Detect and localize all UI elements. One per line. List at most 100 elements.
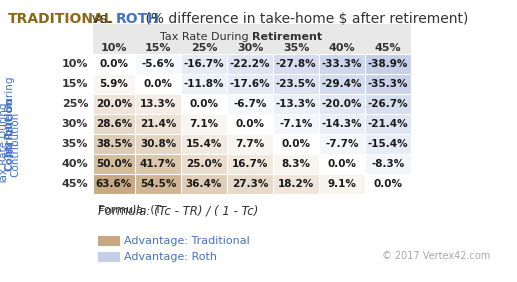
Text: 0.0%: 0.0% [190,99,219,109]
Text: 38.5%: 38.5% [96,139,132,149]
Text: 30%: 30% [62,119,88,129]
Text: 30.8%: 30.8% [140,139,176,149]
Text: TRADITIONAL: TRADITIONAL [8,12,114,26]
Text: -38.9%: -38.9% [368,59,408,69]
Text: Tax Rate During: Tax Rate During [5,77,15,159]
Text: -22.2%: -22.2% [230,59,270,69]
Text: -6.7%: -6.7% [233,99,267,109]
Bar [365,94,411,114]
Text: 40%: 40% [329,43,355,53]
Bar [319,94,365,114]
Bar [135,54,181,74]
Text: 28.6%: 28.6% [96,119,132,129]
Text: 54.5%: 54.5% [140,179,176,189]
Text: 45%: 45% [375,43,401,53]
Text: -14.3%: -14.3% [322,119,362,129]
Bar [227,94,273,114]
Bar [181,174,227,194]
Bar [319,154,365,174]
Text: -17.6%: -17.6% [230,79,270,89]
Text: Retirement: Retirement [252,32,322,42]
Bar [181,154,227,174]
Bar [227,114,273,134]
Bar [93,94,135,114]
Text: -5.6%: -5.6% [141,59,175,69]
Bar [319,74,365,94]
Text: Formula: (T: Formula: (T [98,204,161,214]
Text: 25%: 25% [62,99,88,109]
Text: -7.1%: -7.1% [279,119,313,129]
Bar [93,134,135,154]
Text: 7.7%: 7.7% [235,139,265,149]
Text: 0.0%: 0.0% [236,119,265,129]
Text: 30%: 30% [237,43,263,53]
Text: Tax Rate During: Tax Rate During [160,32,252,42]
Bar [319,134,365,154]
Bar [273,94,319,114]
Text: -26.7%: -26.7% [368,99,408,109]
Text: 41.7%: 41.7% [140,159,176,169]
Bar [93,54,135,74]
Text: 50.0%: 50.0% [96,159,132,169]
Text: -20.0%: -20.0% [322,99,362,109]
Bar [93,154,135,174]
Text: Advantage: Traditional: Advantage: Traditional [124,236,250,246]
Text: Contribution: Contribution [5,97,15,171]
Bar [135,134,181,154]
Bar [93,74,135,94]
Bar [273,74,319,94]
Text: 15.4%: 15.4% [186,139,222,149]
Text: Tax Rate During
Contribution: Tax Rate During Contribution [0,103,21,185]
Bar [135,174,181,194]
Bar [181,94,227,114]
Text: 10%: 10% [101,43,127,53]
Bar [227,74,273,94]
Bar [365,114,411,134]
Text: 7.1%: 7.1% [189,119,219,129]
Bar [181,134,227,154]
Bar [365,154,411,174]
Bar [227,54,273,74]
Text: 45%: 45% [62,179,88,189]
Text: -27.8%: -27.8% [276,59,316,69]
Text: -29.4%: -29.4% [322,79,362,89]
Text: © 2017 Vertex42.com: © 2017 Vertex42.com [382,251,490,261]
Bar [93,24,411,54]
Text: 10%: 10% [62,59,88,69]
Text: 35%: 35% [283,43,309,53]
Text: 63.6%: 63.6% [96,179,132,189]
Bar [98,236,120,246]
Text: -15.4%: -15.4% [368,139,408,149]
Text: 25%: 25% [191,43,217,53]
Text: 0.0%: 0.0% [144,79,173,89]
Text: 20.0%: 20.0% [96,99,132,109]
Text: 0.0%: 0.0% [281,139,311,149]
Text: 8.3%: 8.3% [281,159,311,169]
Text: 21.4%: 21.4% [140,119,176,129]
Text: 16.7%: 16.7% [232,159,268,169]
Text: 5.9%: 5.9% [100,79,128,89]
Bar [273,134,319,154]
Text: -33.3%: -33.3% [322,59,362,69]
Text: -8.3%: -8.3% [371,159,405,169]
Text: ROTH: ROTH [116,12,160,26]
Bar [93,114,135,134]
Bar [135,114,181,134]
Text: 0.0%: 0.0% [327,159,357,169]
Text: -13.3%: -13.3% [276,99,316,109]
Text: 0.0%: 0.0% [99,59,129,69]
Bar [227,174,273,194]
Text: 15%: 15% [145,43,171,53]
Text: -21.4%: -21.4% [368,119,408,129]
Text: -35.3%: -35.3% [368,79,408,89]
Bar [98,252,120,262]
Bar [135,74,181,94]
Text: -16.7%: -16.7% [184,59,224,69]
Text: Formula: (Tc - TR) / ( 1 - Tc): Formula: (Tc - TR) / ( 1 - Tc) [98,204,258,217]
Bar [181,74,227,94]
Bar [273,114,319,134]
Text: (% difference in take-home $ after retirement): (% difference in take-home $ after retir… [141,12,468,26]
Bar [319,114,365,134]
Text: Advantage: Roth: Advantage: Roth [124,252,217,262]
Bar [227,154,273,174]
